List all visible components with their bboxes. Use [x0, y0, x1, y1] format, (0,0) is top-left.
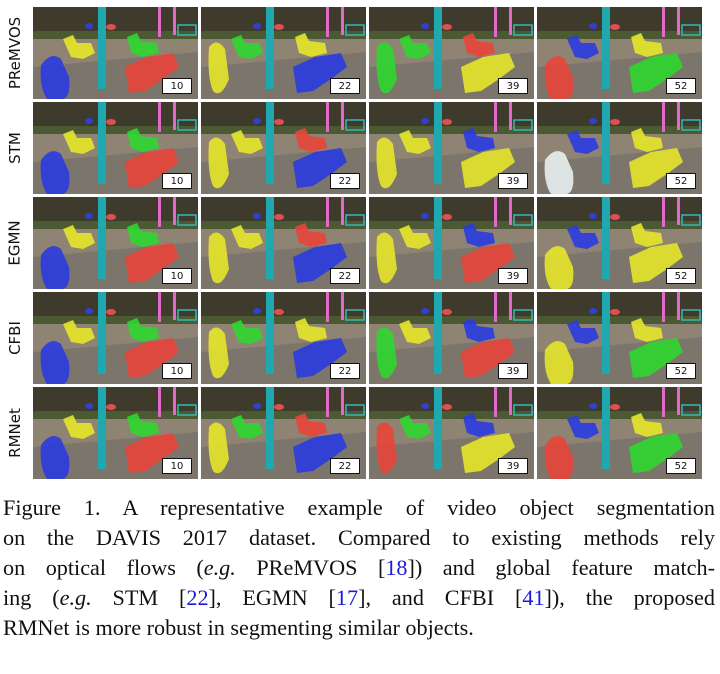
frame-number-badge: 52 — [666, 363, 696, 379]
segmentation-frame: 10 — [33, 292, 198, 384]
scene-image — [33, 387, 198, 479]
segmentation-frame: 22 — [201, 197, 366, 289]
figure-grid: PReMVOS STM EGMN CFBI RMNet 10 22 39 52 10 22… — [0, 7, 702, 479]
caption-line-4: ing (e.g. STM [22], EGMN [17], and CFBI … — [3, 583, 715, 613]
segmentation-frame: 39 — [369, 197, 534, 289]
segmentation-frame: 52 — [537, 102, 702, 194]
segmentation-frame: 10 — [33, 197, 198, 289]
caption-line-3: on optical flows (e.g. PReMVOS [18]) and… — [3, 553, 715, 583]
row-label-text: EGMN — [6, 220, 25, 266]
segmentation-frame: 10 — [33, 102, 198, 194]
frame-number-badge: 52 — [666, 458, 696, 474]
row-label-cfbi: CFBI — [0, 292, 30, 384]
frame-number-badge: 22 — [330, 458, 360, 474]
segmentation-frame: 39 — [369, 292, 534, 384]
segmentation-frame: 22 — [201, 7, 366, 99]
row-label-egmn: EGMN — [0, 197, 30, 289]
segmentation-frame: 10 — [33, 7, 198, 99]
frame-number-badge: 39 — [498, 173, 528, 189]
segmentation-frame: 52 — [537, 292, 702, 384]
caption-line-2: on the DAVIS 2017 dataset. Compared to e… — [3, 525, 715, 550]
citation-link-41[interactable]: 41 — [522, 585, 545, 610]
citation-link-17[interactable]: 17 — [335, 585, 359, 610]
frame-number-badge: 22 — [330, 363, 360, 379]
frame-number-badge: 39 — [498, 458, 528, 474]
frame-number-badge: 10 — [162, 78, 192, 94]
frame-number-badge: 39 — [498, 78, 528, 94]
row-label-stm: STM — [0, 102, 30, 194]
figure-caption: Figure 1. A representative example of vi… — [3, 493, 715, 643]
frame-number-badge: 22 — [330, 173, 360, 189]
scene-image — [201, 387, 366, 479]
segmentation-frame: 22 — [201, 292, 366, 384]
segmentation-frame: 22 — [201, 387, 366, 479]
segmentation-frame: 52 — [537, 7, 702, 99]
citation-link-18[interactable]: 18 — [385, 555, 408, 580]
caption-text: STM [ — [91, 585, 187, 610]
frame-number-badge: 10 — [162, 268, 192, 284]
segmentation-frame: 39 — [369, 102, 534, 194]
scene-image — [537, 197, 702, 289]
frame-number-badge: 10 — [162, 173, 192, 189]
segmentation-frame: 39 — [369, 7, 534, 99]
caption-text: ], EGMN [ — [208, 585, 336, 610]
row-label-premvos: PReMVOS — [0, 7, 30, 99]
frame-number-badge: 39 — [498, 268, 528, 284]
caption-eg: e.g. — [59, 585, 92, 610]
frame-number-badge: 10 — [162, 458, 192, 474]
frame-number-badge: 39 — [498, 363, 528, 379]
caption-text: ]) and global feature match- — [407, 555, 715, 580]
segmentation-frame: 10 — [33, 387, 198, 479]
frame-number-badge: 52 — [666, 268, 696, 284]
caption-eg: e.g. — [203, 555, 236, 580]
scene-image — [537, 102, 702, 194]
segmentation-frame: 52 — [537, 387, 702, 479]
frame-number-badge: 10 — [162, 363, 192, 379]
caption-text: PReMVOS [ — [235, 555, 386, 580]
segmentation-frame: 22 — [201, 102, 366, 194]
row-label-text: PReMVOS — [6, 16, 25, 90]
row-label-text: STM — [6, 132, 25, 164]
scene-image — [201, 7, 366, 99]
frame-number-badge: 52 — [666, 78, 696, 94]
caption-text: ]), the proposed — [544, 585, 716, 610]
caption-line-5: RMNet is more robust in segmenting simil… — [3, 615, 474, 640]
segmentation-frame: 52 — [537, 197, 702, 289]
caption-text: ], and CFBI [ — [358, 585, 523, 610]
row-label-rmnet: RMNet — [0, 387, 30, 479]
frame-number-badge: 22 — [330, 78, 360, 94]
frame-number-badge: 22 — [330, 268, 360, 284]
frame-number-badge: 52 — [666, 173, 696, 189]
row-label-text: RMNet — [6, 408, 25, 458]
scene-image — [33, 292, 198, 384]
scene-image — [369, 102, 534, 194]
segmentation-frame: 39 — [369, 387, 534, 479]
scene-image — [201, 292, 366, 384]
caption-text: ing ( — [3, 585, 60, 610]
caption-text: on optical flows ( — [3, 555, 204, 580]
citation-link-22[interactable]: 22 — [186, 585, 209, 610]
caption-line-1: Figure 1. A representative example of vi… — [3, 495, 715, 520]
row-label-text: CFBI — [6, 321, 25, 355]
